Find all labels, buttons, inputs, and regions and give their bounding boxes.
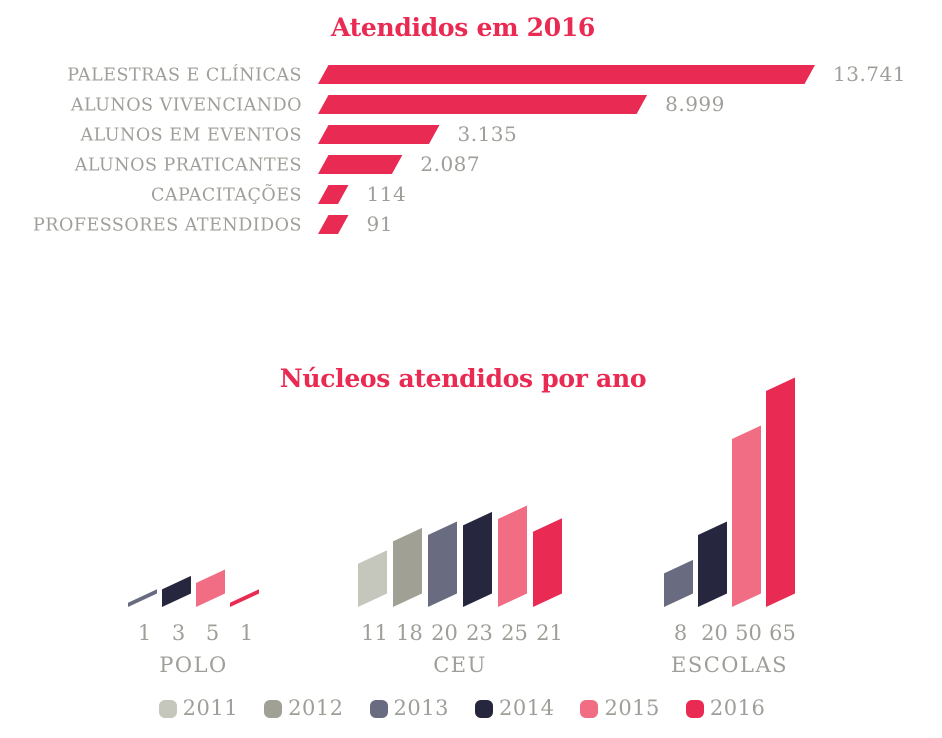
bar-capacitacoes: [318, 185, 349, 204]
legend-item-2013: 2013: [369, 696, 449, 720]
legend-label-2016: 2016: [709, 696, 766, 720]
bar-polo-2015: [196, 569, 225, 607]
bar-escolas-2014: [698, 521, 727, 607]
category-label-palestras-e-clinicas: PALESTRAS E CLÍNICAS: [67, 65, 302, 86]
bar-alunos-praticantes: [318, 155, 403, 174]
bar-escolas-2013: [664, 559, 693, 607]
legend-item-2014: 2014: [475, 698, 554, 719]
value-label-professores-atendidos: 91: [367, 212, 393, 236]
bar-ceu-2014: [463, 511, 492, 607]
bar-ceu-2015: [498, 505, 527, 607]
value-label-alunos-vivenciando: 8.999: [665, 92, 725, 116]
bar-professores-atendidos: [318, 215, 349, 234]
legend-label-2013: 2013: [393, 696, 449, 720]
year-swatch-2011: [158, 699, 177, 718]
value-label-palestras-e-clinicas: 13.741: [833, 62, 906, 86]
bar-alunos-vivenciando: [318, 95, 648, 114]
bar-value-label-ceu-2013: 20: [431, 621, 458, 645]
year-swatch-2012: [264, 699, 283, 718]
bar-value-label-polo-2016: 1: [240, 621, 253, 645]
bar-value-label-ceu-2012: 18: [396, 621, 423, 645]
legend-item-2015: 2015: [580, 698, 659, 719]
bar-ceu-2011: [358, 550, 387, 607]
category-label-alunos-em-eventos: ALUNOS EM EVENTOS: [79, 126, 302, 146]
category-label-alunos-praticantes: ALUNOS PRATICANTES: [74, 156, 302, 176]
bar-escolas-2016: [766, 377, 795, 607]
category-label-capacitacoes: CAPACITAÇÕES: [151, 185, 302, 206]
legend-label-2015: 2015: [604, 696, 660, 720]
bar-palestras-e-clinicas: [318, 65, 815, 84]
bar-polo-2013: [128, 589, 157, 607]
bar-value-label-escolas-2014: 20: [701, 621, 728, 645]
horizontal-bar-chart-atendidos: PALESTRAS E CLÍNICAS 13.741 ALUNOS VIVENCI…: [33, 62, 906, 236]
year-swatch-2013: [369, 699, 388, 718]
bar-value-label-polo-2014: 3: [172, 621, 185, 645]
bar-value-label-escolas-2015: 50: [735, 621, 762, 645]
bar-polo-2016: [230, 589, 259, 607]
bar-ceu-2012: [393, 527, 422, 607]
bar-polo-2014: [162, 575, 191, 607]
category-label-professores-atendidos: PROFESSORES ATENDIDOS: [33, 216, 302, 236]
bar-ceu-2013: [428, 521, 457, 607]
legend-label-2011: 2011: [182, 696, 239, 720]
bar-value-label-escolas-2016: 65: [769, 621, 796, 645]
bar-value-label-polo-2015: 5: [206, 621, 219, 645]
value-label-capacitacoes: 114: [367, 182, 407, 206]
value-label-alunos-praticantes: 2.087: [420, 152, 480, 176]
group-label-escolas: ESCOLAS: [671, 653, 788, 677]
legend-label-2014: 2014: [499, 696, 555, 720]
value-label-alunos-em-eventos: 3.135: [457, 122, 517, 146]
bar-value-label-ceu-2014: 23: [466, 621, 493, 645]
bar-value-label-polo-2013: 1: [138, 621, 151, 645]
bar-value-label-ceu-2011: 11: [361, 621, 388, 645]
bar-alunos-em-eventos: [318, 125, 440, 144]
year-swatch-2016: [685, 699, 704, 718]
bar-value-label-escolas-2013: 8: [674, 621, 687, 645]
chart-title-atendidos-2016: Atendidos em 2016: [330, 13, 596, 42]
year-swatch-2014: [475, 699, 493, 718]
category-label-alunos-vivenciando: ALUNOS VIVENCIANDO: [70, 96, 302, 116]
year-swatch-2015: [580, 699, 599, 718]
bar-value-label-ceu-2016: 21: [536, 621, 563, 645]
legend-label-2012: 2012: [288, 696, 344, 720]
chart-title-nucleos-por-ano: Núcleos atendidos por ano: [279, 364, 647, 393]
bar-escolas-2015: [732, 425, 761, 607]
legend-item-2012: 2012: [264, 698, 343, 719]
bar-value-label-ceu-2015: 25: [501, 621, 528, 645]
legend-item-2016: 2016: [685, 696, 766, 720]
group-label-polo: POLO: [159, 653, 228, 677]
group-label-ceu: CEU: [433, 653, 487, 677]
year-legend: 2011 2012 2013 2014 2015 2016: [0, 698, 933, 719]
legend-item-2011: 2011: [158, 696, 239, 720]
bar-ceu-2016: [533, 518, 562, 607]
